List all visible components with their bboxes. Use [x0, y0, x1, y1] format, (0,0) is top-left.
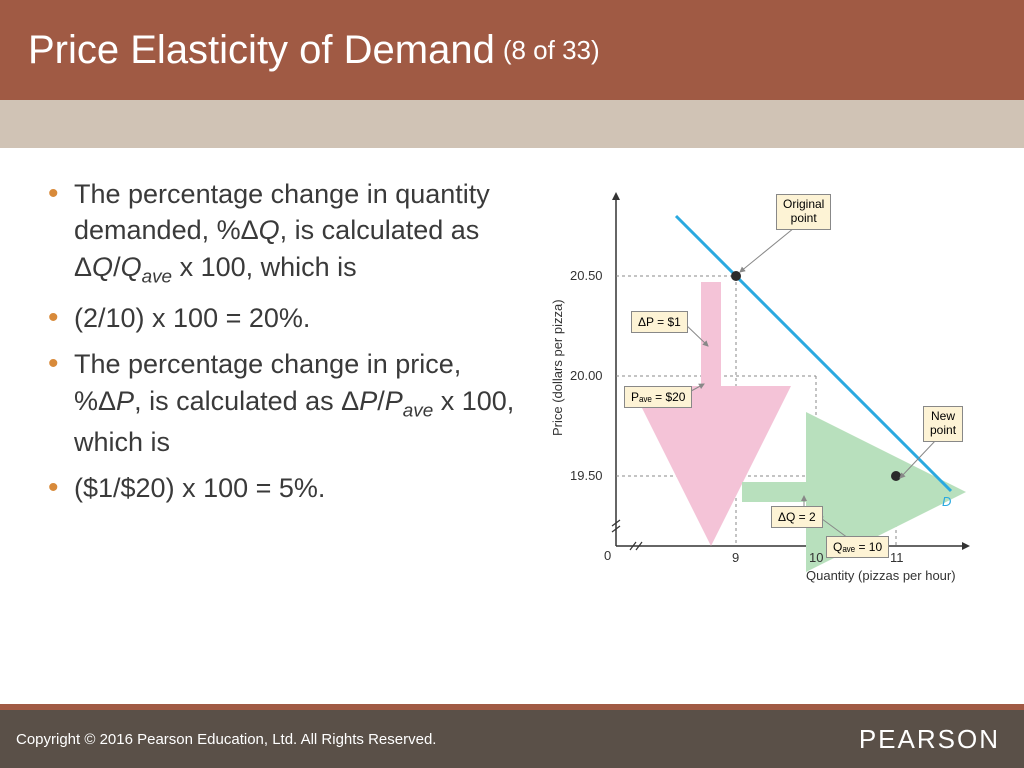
y-tick: 20.00 [570, 368, 603, 383]
bullet-list: The percentage change in quantity demand… [48, 176, 528, 616]
chart-svg [536, 176, 976, 616]
sub-header-bar [0, 100, 1024, 148]
p-ave-box: Pₐᵥₑ = $20 [624, 386, 692, 408]
slide-title: Price Elasticity of Demand [28, 28, 495, 73]
demand-chart: Price (dollars per pizza) Quantity (pizz… [536, 176, 976, 616]
x-tick: 10 [809, 550, 823, 565]
footer-bar: Copyright © 2016 Pearson Education, Ltd.… [0, 710, 1024, 768]
brand-logo: PEARSON [859, 724, 1000, 755]
y-tick: 20.50 [570, 268, 603, 283]
demand-curve-label: D [942, 494, 951, 509]
y-tick: 19.50 [570, 468, 603, 483]
origin-label: 0 [604, 548, 611, 563]
new-point-box: New point [923, 406, 963, 442]
content-area: The percentage change in quantity demand… [0, 148, 1024, 616]
slide-subtitle: (8 of 33) [503, 35, 600, 66]
delta-q-box: ΔQ = 2 [771, 506, 823, 528]
copyright-text: Copyright © 2016 Pearson Education, Ltd.… [16, 731, 436, 748]
x-tick: 9 [732, 550, 739, 565]
original-point-box: Original point [776, 194, 831, 230]
y-axis-title: Price (dollars per pizza) [550, 299, 565, 436]
bullet-item: (2/10) x 100 = 20%. [48, 300, 528, 336]
bullet-item: ($1/$20) x 100 = 5%. [48, 470, 528, 506]
q-ave-box: Qₐᵥₑ = 10 [826, 536, 889, 558]
delta-p-box: ΔP = $1 [631, 311, 688, 333]
x-axis-title: Quantity (pizzas per hour) [806, 568, 956, 583]
bullet-item: The percentage change in price, %ΔP, is … [48, 346, 528, 460]
x-tick: 11 [890, 550, 904, 565]
bullet-item: The percentage change in quantity demand… [48, 176, 528, 290]
title-bar: Price Elasticity of Demand (8 of 33) [0, 0, 1024, 100]
